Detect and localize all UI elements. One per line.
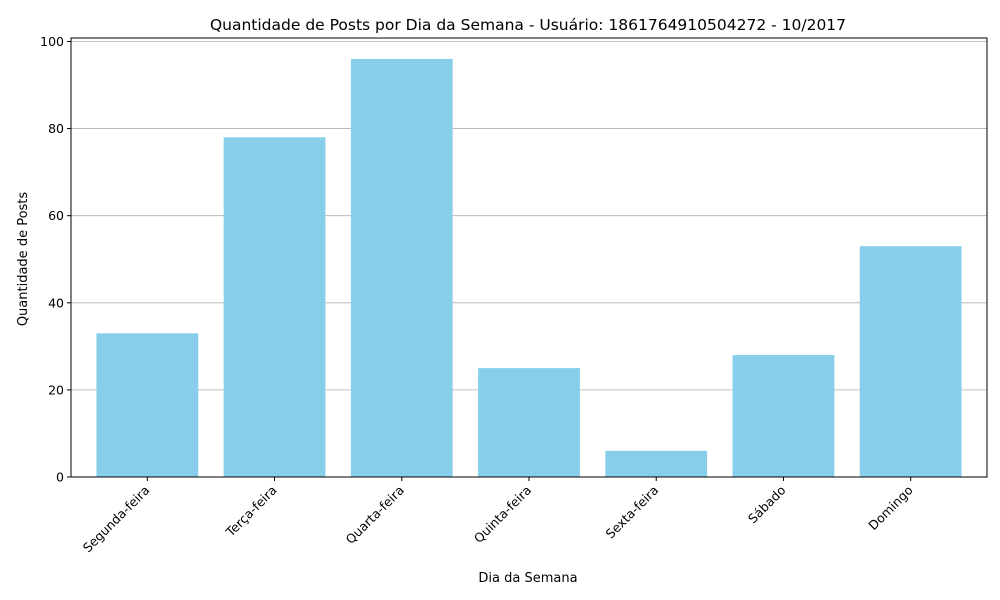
bars <box>96 58 962 478</box>
bar-3 <box>350 58 453 478</box>
x-tick-label: Sábado <box>745 483 789 527</box>
x-tick-label: Quinta-feira <box>471 483 534 546</box>
x-tick-label: Segunda-feira <box>80 483 153 556</box>
chart-title: Quantidade de Posts por Dia da Semana - … <box>210 16 846 34</box>
y-tick-label: 60 <box>48 208 64 223</box>
grid-lines <box>71 41 987 391</box>
x-tick-label: Quarta-feira <box>343 483 407 547</box>
bar-5 <box>605 450 708 477</box>
bar-2 <box>223 137 326 478</box>
x-tick-label: Sexta-feira <box>602 483 661 542</box>
bar-1 <box>96 333 199 477</box>
bar-4 <box>478 368 580 477</box>
y-tick-label: 80 <box>48 121 64 136</box>
x-axis-label: Dia da Semana <box>478 571 577 586</box>
bar-7 <box>859 246 962 477</box>
y-tick-label: 0 <box>56 470 64 485</box>
y-tick-label: 100 <box>40 34 64 49</box>
x-tick-label: Terça-feira <box>222 483 280 541</box>
y-axis-label: Quantidade de Posts <box>16 192 31 327</box>
y-tick-label: 40 <box>48 295 64 310</box>
bar-6 <box>732 355 835 477</box>
y-tick-label: 20 <box>48 382 64 397</box>
x-tick-label: Domingo <box>865 483 916 534</box>
